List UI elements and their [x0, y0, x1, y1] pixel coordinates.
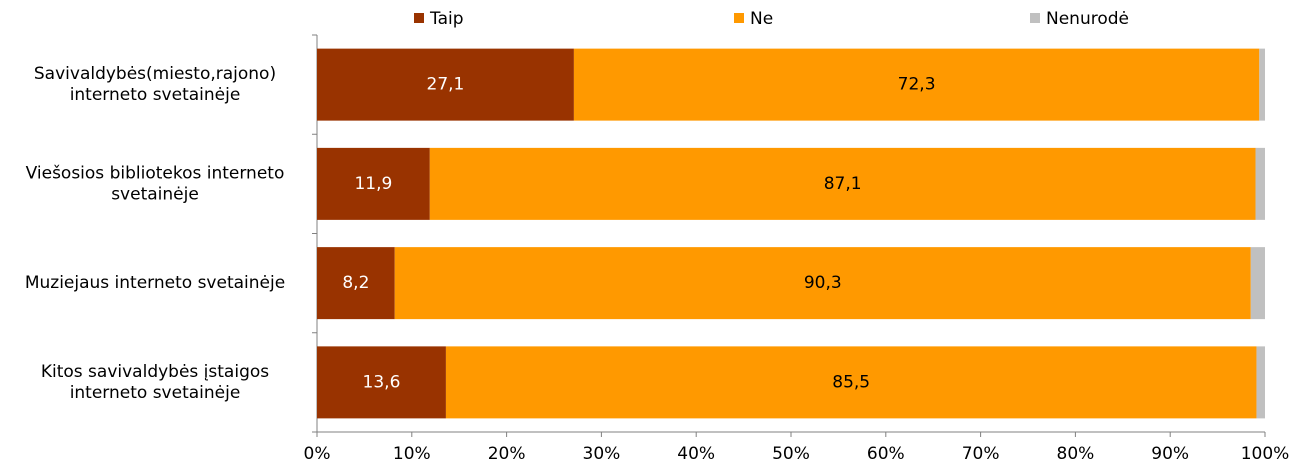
bar-segment	[1259, 48, 1265, 121]
x-tick-label: 20%	[488, 444, 526, 464]
data-label: 11,9	[354, 174, 392, 194]
legend-label: Ne	[750, 9, 773, 29]
bar-segment	[445, 346, 1257, 419]
data-label: 87,1	[824, 174, 862, 194]
bar-segment	[1255, 147, 1265, 220]
legend-swatch	[414, 13, 424, 23]
data-label: 27,1	[427, 75, 465, 95]
y-tick-label: Viešosios bibliotekos interneto svetainėj…	[26, 163, 285, 204]
bar-segment	[317, 48, 574, 121]
x-tick-label: 100%	[1241, 444, 1290, 464]
legend-label: Nenurodė	[1046, 9, 1129, 29]
x-tick-label: 70%	[962, 444, 1000, 464]
bar-segment	[317, 346, 446, 419]
data-label: 85,5	[832, 372, 870, 392]
legend-swatch	[1030, 13, 1040, 23]
y-tick-label: Savivaldybės(miesto,rajono) interneto sve…	[34, 64, 276, 105]
x-tick-label: 10%	[393, 444, 431, 464]
legend-label: Taip	[429, 9, 464, 29]
y-tick-label: Muziejaus interneto svetainėje	[25, 273, 285, 293]
legend-swatch	[734, 13, 744, 23]
bar-segment	[1250, 247, 1265, 320]
x-tick-label: 90%	[1151, 444, 1189, 464]
x-tick-label: 80%	[1057, 444, 1095, 464]
x-tick-label: 40%	[677, 444, 715, 464]
bar-segment	[317, 247, 395, 320]
data-label: 8,2	[342, 273, 369, 293]
data-label: 90,3	[804, 273, 842, 293]
x-tick-label: 50%	[772, 444, 810, 464]
bar-segment	[429, 147, 1256, 220]
y-tick-label: Kitos savivaldybės įstaigos interneto sve…	[41, 362, 269, 403]
data-label: 13,6	[363, 372, 401, 392]
x-tick-label: 0%	[304, 444, 331, 464]
x-tick-label: 60%	[867, 444, 905, 464]
x-tick-label: 30%	[583, 444, 621, 464]
bar-segment	[394, 247, 1251, 320]
bar-segment	[1256, 346, 1265, 419]
bar-segment	[573, 48, 1260, 121]
bar-segment	[317, 147, 430, 220]
data-label: 72,3	[898, 75, 936, 95]
